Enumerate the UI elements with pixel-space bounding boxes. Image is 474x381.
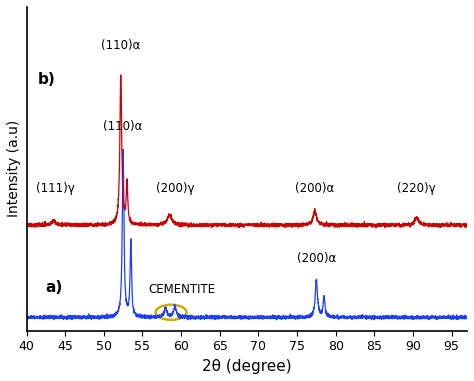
Text: a): a) [46,280,63,295]
Text: (200)α: (200)α [297,252,336,265]
Text: (110)α: (110)α [101,39,140,52]
Text: (110)α: (110)α [103,120,143,133]
Text: b): b) [38,72,56,86]
Text: CEMENTITE: CEMENTITE [149,283,216,296]
Text: (200)α: (200)α [295,182,335,195]
Y-axis label: Intensity (a.u): Intensity (a.u) [7,120,21,218]
Text: (111)γ: (111)γ [36,182,75,195]
Text: (200)γ: (200)γ [155,182,194,195]
Text: (220)γ: (220)γ [397,182,436,195]
X-axis label: 2θ (degree): 2θ (degree) [202,359,292,374]
